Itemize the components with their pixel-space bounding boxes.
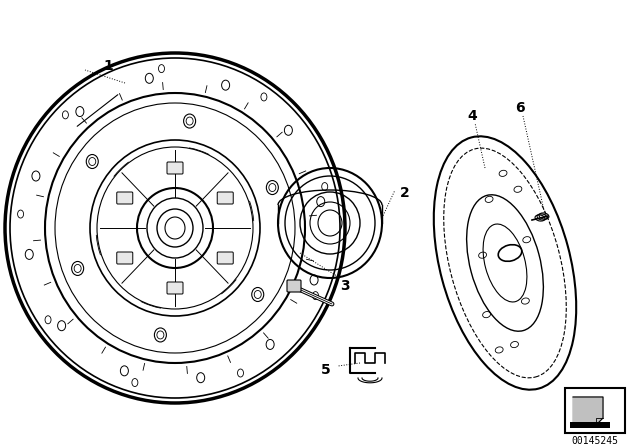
Polygon shape [573, 397, 603, 425]
Text: 00145245: 00145245 [572, 436, 618, 446]
Text: 4: 4 [467, 109, 477, 123]
FancyBboxPatch shape [116, 252, 132, 264]
Text: 2: 2 [400, 186, 410, 200]
Text: 3: 3 [340, 279, 350, 293]
FancyBboxPatch shape [167, 162, 183, 174]
Bar [565, 388, 625, 433]
FancyBboxPatch shape [167, 282, 183, 294]
FancyBboxPatch shape [287, 280, 301, 292]
Text: 5: 5 [321, 363, 331, 377]
Text: 1: 1 [103, 59, 113, 73]
FancyBboxPatch shape [217, 252, 233, 264]
FancyBboxPatch shape [217, 192, 233, 204]
Bar [570, 422, 610, 428]
Text: 6: 6 [515, 101, 525, 115]
FancyBboxPatch shape [116, 192, 132, 204]
